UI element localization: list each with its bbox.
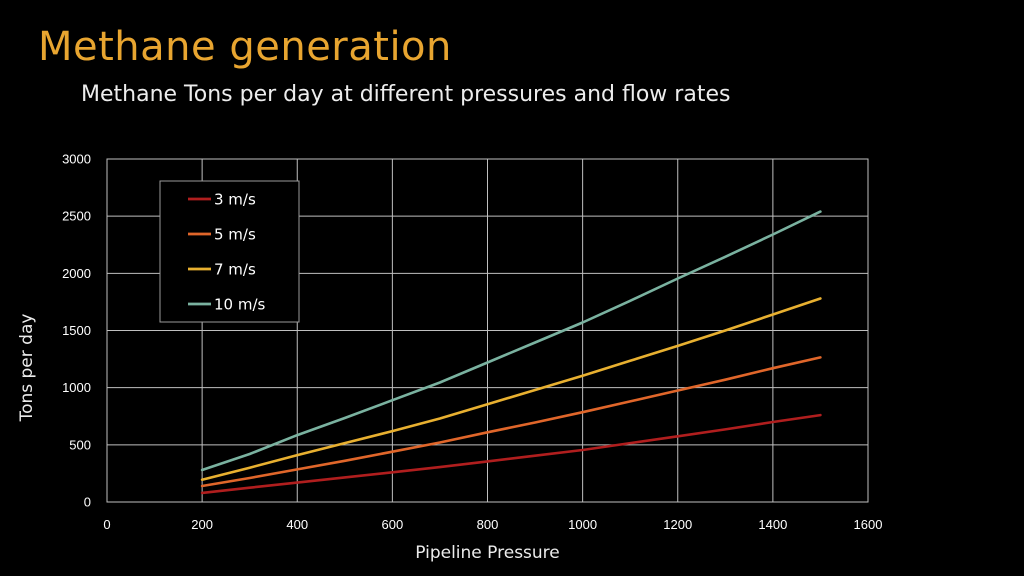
y-tick-label: 1500: [62, 323, 91, 338]
legend-label: 7 m/s: [214, 261, 256, 279]
x-axis-title: Pipeline Pressure: [415, 543, 560, 563]
y-tick-label: 0: [84, 495, 91, 510]
series-line: [200, 210, 822, 472]
series-line: [200, 413, 822, 495]
series-lines: [200, 210, 822, 495]
y-axis-title: Tons per day: [17, 314, 37, 423]
legend-label: 5 m/s: [214, 226, 256, 244]
y-tick-label: 3000: [62, 152, 91, 167]
x-tick-label: 1000: [568, 517, 597, 532]
x-tick-label: 0: [103, 517, 110, 532]
x-tick-label: 600: [382, 517, 404, 532]
series-line: [200, 356, 822, 488]
y-tick-label: 1000: [62, 380, 91, 395]
y-tick-label: 2000: [62, 266, 91, 281]
plot-area: [106, 158, 869, 503]
slide-title: Methane generation: [38, 24, 452, 70]
series-line: [200, 297, 822, 482]
x-tick-label: 1400: [758, 517, 787, 532]
x-tick-label: 400: [286, 517, 308, 532]
x-tick-label: 800: [477, 517, 499, 532]
tick-labels: 0 200 400 600 800 1000 1200 1400 1600 0 500 1000 150…: [62, 152, 882, 533]
x-tick-label: 1200: [663, 517, 692, 532]
x-tick-label: 200: [191, 517, 213, 532]
y-tick-label: 2500: [62, 209, 91, 224]
chart-subtitle: Methane Tons per day at different pressu…: [81, 82, 731, 107]
legend-label: 3 m/s: [214, 191, 256, 209]
x-tick-label: 1600: [854, 517, 883, 532]
legend-label: 10 m/s: [214, 296, 266, 314]
y-tick-label: 500: [69, 437, 91, 452]
legend-box: [159, 180, 300, 323]
legend: 3 m/s 5 m/s 7 m/s 10 m/s: [159, 180, 300, 323]
